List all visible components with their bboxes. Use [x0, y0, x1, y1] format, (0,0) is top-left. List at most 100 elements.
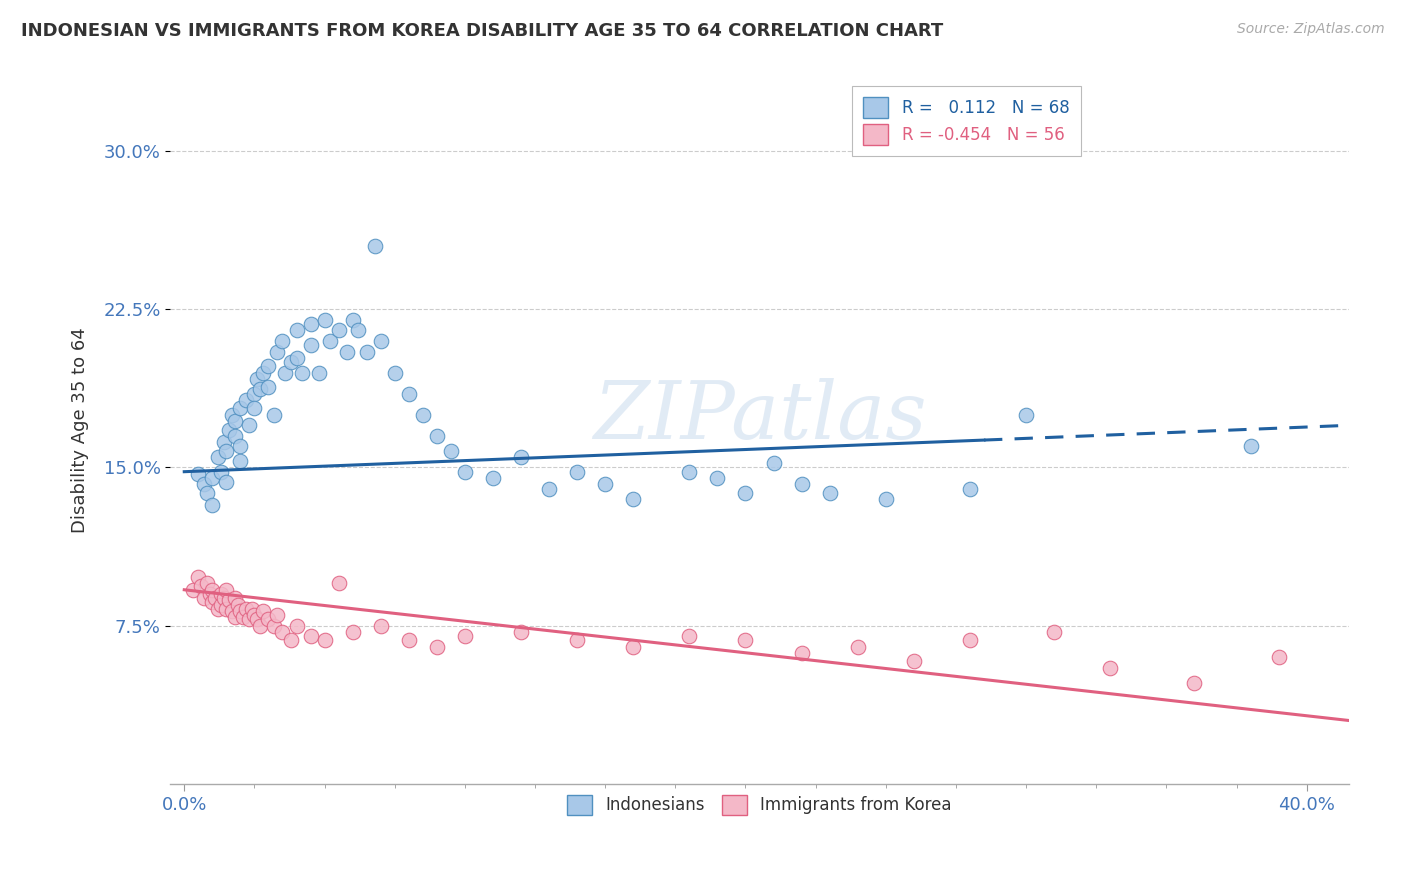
Point: [226, 598, 249, 612]
Point: [252, 604, 274, 618]
Point: [1239, 439, 1261, 453]
Point: [238, 418, 260, 433]
Point: [1184, 675, 1206, 690]
Point: [235, 601, 257, 615]
Point: [678, 465, 700, 479]
Point: [336, 344, 359, 359]
Point: [510, 450, 533, 464]
Point: [263, 408, 285, 422]
Point: [243, 608, 266, 623]
Point: [266, 608, 288, 623]
Point: [195, 485, 218, 500]
Point: [482, 471, 505, 485]
Point: [221, 408, 243, 422]
Point: [218, 423, 240, 437]
Point: [224, 610, 246, 624]
Point: [257, 612, 280, 626]
Point: [299, 338, 322, 352]
Point: [224, 591, 246, 606]
Point: [195, 576, 218, 591]
Point: [215, 443, 238, 458]
Point: [221, 604, 243, 618]
Point: [201, 499, 224, 513]
Point: [384, 366, 406, 380]
Point: [342, 624, 364, 639]
Point: [299, 317, 322, 331]
Point: [440, 443, 463, 458]
Point: [257, 359, 280, 374]
Point: [903, 655, 925, 669]
Point: [285, 618, 308, 632]
Point: [266, 344, 288, 359]
Point: [398, 386, 420, 401]
Point: [229, 454, 252, 468]
Point: [207, 450, 229, 464]
Point: [181, 582, 204, 597]
Point: [1099, 661, 1122, 675]
Point: [328, 323, 350, 337]
Point: [212, 591, 235, 606]
Point: [621, 640, 644, 654]
Point: [224, 414, 246, 428]
Point: [212, 435, 235, 450]
Point: [187, 570, 209, 584]
Text: ZIPatlas: ZIPatlas: [593, 377, 927, 455]
Point: [280, 633, 302, 648]
Point: [224, 429, 246, 443]
Point: [285, 323, 308, 337]
Point: [243, 401, 266, 416]
Point: [229, 604, 252, 618]
Point: [215, 582, 238, 597]
Point: [280, 355, 302, 369]
Point: [232, 610, 254, 624]
Point: [734, 485, 756, 500]
Point: [209, 587, 232, 601]
Point: [1267, 650, 1289, 665]
Point: [274, 366, 297, 380]
Point: [198, 587, 221, 601]
Point: [252, 366, 274, 380]
Point: [959, 482, 981, 496]
Point: [342, 313, 364, 327]
Point: [678, 629, 700, 643]
Point: [398, 633, 420, 648]
Point: [356, 344, 378, 359]
Point: [215, 475, 238, 490]
Point: [257, 380, 280, 394]
Point: [314, 633, 336, 648]
Point: [218, 593, 240, 607]
Legend: Indonesians, Immigrants from Korea: Indonesians, Immigrants from Korea: [557, 784, 962, 825]
Point: [263, 618, 285, 632]
Point: [426, 429, 449, 443]
Point: [193, 591, 215, 606]
Point: [299, 629, 322, 643]
Point: [285, 351, 308, 365]
Point: [215, 601, 238, 615]
Point: [209, 598, 232, 612]
Point: [201, 471, 224, 485]
Point: [271, 334, 294, 348]
Point: [538, 482, 561, 496]
Point: [790, 477, 813, 491]
Point: [271, 624, 294, 639]
Point: [193, 477, 215, 491]
Point: [308, 366, 330, 380]
Point: [229, 439, 252, 453]
Point: [706, 471, 728, 485]
Point: [565, 633, 588, 648]
Point: [370, 618, 392, 632]
Point: [328, 576, 350, 591]
Point: [314, 313, 336, 327]
Point: [565, 465, 588, 479]
Point: [846, 640, 869, 654]
Point: [621, 492, 644, 507]
Point: [593, 477, 616, 491]
Point: [235, 392, 257, 407]
Point: [818, 485, 841, 500]
Point: [240, 601, 263, 615]
Point: [959, 633, 981, 648]
Point: [243, 386, 266, 401]
Point: [201, 582, 224, 597]
Point: [454, 465, 477, 479]
Point: [510, 624, 533, 639]
